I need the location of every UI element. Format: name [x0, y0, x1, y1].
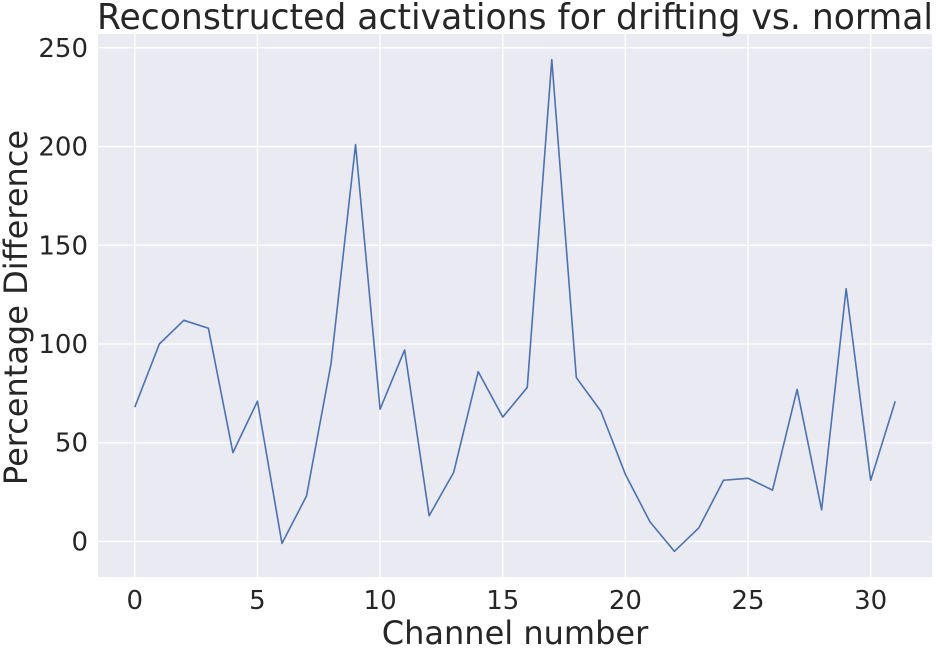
- y-tick-label: 200: [38, 133, 88, 163]
- y-axis-label: Percentage Difference: [0, 130, 35, 485]
- series-line: [134, 58, 896, 553]
- x-axis-label: Channel number: [382, 614, 649, 652]
- y-tick-label: 50: [55, 429, 88, 459]
- x-tick-label: 25: [731, 586, 764, 616]
- y-tick-label: 100: [38, 330, 88, 360]
- plot-area: [98, 34, 932, 577]
- y-tick-labels: 0 50 100 150 200 250: [38, 34, 88, 558]
- y-tick-label: 250: [38, 34, 88, 64]
- x-tick-label: 5: [249, 586, 266, 616]
- chart-title: Reconstructed activations for drifting v…: [97, 0, 933, 38]
- grid-lines: [98, 34, 932, 577]
- x-tick-labels: 0 5 10 15 20 25 30: [127, 586, 888, 616]
- y-tick-label: 0: [71, 527, 88, 557]
- series-group: [134, 58, 896, 553]
- x-tick-label: 15: [486, 586, 519, 616]
- x-tick-label: 10: [364, 586, 397, 616]
- x-tick-label: 20: [609, 586, 642, 616]
- x-tick-label: 30: [854, 586, 887, 616]
- y-tick-label: 150: [38, 231, 88, 261]
- x-tick-label: 0: [127, 586, 144, 616]
